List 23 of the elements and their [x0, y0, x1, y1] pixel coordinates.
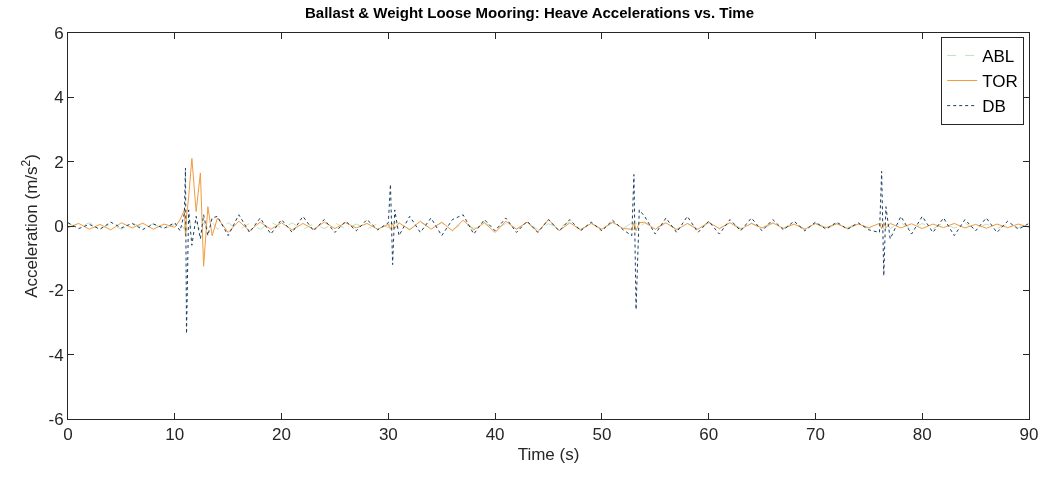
- chart-title: Ballast & Weight Loose Mooring: Heave Accelerations vs. Time: [304, 3, 755, 21]
- y-tick-label: -6: [48, 409, 64, 429]
- y-tick-label: 4: [54, 88, 64, 108]
- line-series: [68, 157, 1029, 267]
- y-tick-label: -2: [48, 281, 64, 301]
- legend-label: TOR: [982, 72, 1018, 92]
- x-tick-label: 20: [272, 425, 292, 445]
- legend-label: ABL: [982, 47, 1015, 67]
- y-tick-label: -4: [48, 345, 64, 365]
- legend-label: DB: [982, 97, 1006, 117]
- y-tick-label: 0: [54, 216, 64, 236]
- x-tick-label: 80: [912, 425, 932, 445]
- x-tick-label: 70: [805, 425, 825, 445]
- y-tick-label: 2: [54, 152, 64, 172]
- y-tick-label: 6: [54, 23, 64, 43]
- x-axis-title: Time (s): [517, 444, 580, 464]
- x-tick-label: 90: [1019, 425, 1039, 445]
- line-series: [68, 167, 1029, 335]
- x-tick-label: 50: [592, 425, 612, 445]
- x-tick-label: 30: [378, 425, 398, 445]
- x-tick-label: 10: [165, 425, 185, 445]
- x-tick-label: 60: [699, 425, 719, 445]
- x-tick-label: 40: [485, 425, 505, 445]
